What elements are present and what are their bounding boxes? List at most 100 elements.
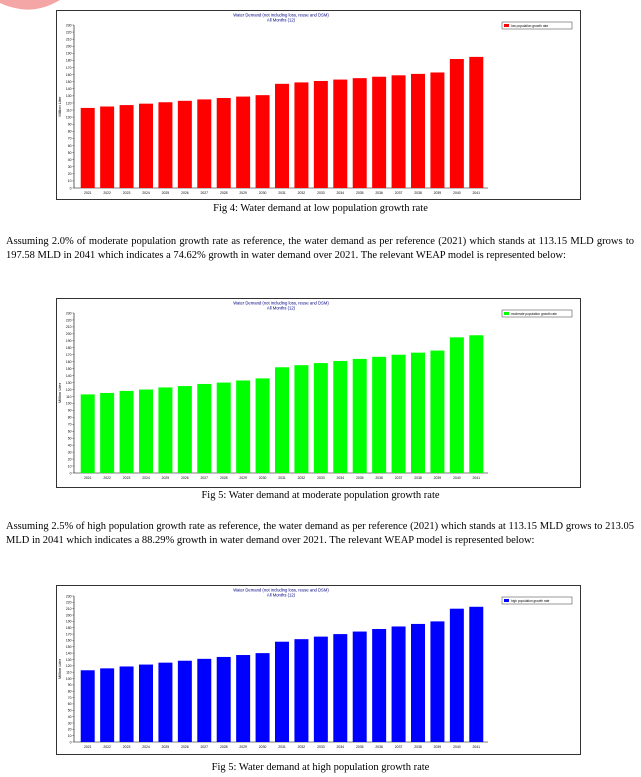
x-tick-label: 2024 — [142, 476, 150, 480]
x-tick-label: 2022 — [103, 476, 111, 480]
y-tick-label: 220 — [66, 601, 72, 605]
y-tick-label: 10 — [68, 464, 72, 468]
x-tick-label: 2027 — [201, 191, 209, 195]
y-tick-label: 170 — [66, 353, 72, 357]
bar-2024 — [139, 664, 153, 742]
paragraph-high: Assuming 2.5% of high population growth … — [6, 521, 634, 546]
bar-2032 — [294, 639, 309, 742]
x-tick-label: 2028 — [220, 191, 228, 195]
x-tick-label: 2023 — [123, 476, 131, 480]
y-tick-label: 60 — [68, 430, 72, 434]
chart-high-growth: Water Demand (not including loss, reuse … — [56, 585, 581, 755]
y-tick-label: 210 — [66, 325, 72, 329]
bar-2023 — [119, 666, 134, 742]
paragraph-moderate: Assuming 2.0% of moderate population gro… — [6, 236, 634, 261]
bar-2033 — [313, 80, 328, 188]
y-tick-label: 190 — [66, 339, 72, 343]
bar-2029 — [236, 380, 251, 473]
y-tick-label: 180 — [66, 346, 72, 350]
x-tick-label: 2024 — [142, 191, 150, 195]
bar-2037 — [391, 626, 406, 742]
y-tick-label: 50 — [68, 709, 72, 713]
bar-2030 — [255, 378, 270, 473]
x-tick-label: 2030 — [259, 476, 267, 480]
y-tick-label: 120 — [66, 664, 72, 668]
bar-2027 — [197, 99, 212, 188]
x-tick-label: 2035 — [356, 476, 364, 480]
y-tick-label: 230 — [66, 594, 72, 598]
bar-2022 — [100, 668, 115, 742]
y-tick-label: 210 — [66, 607, 72, 611]
y-tick-label: 70 — [68, 137, 72, 141]
bar-2029 — [236, 655, 251, 742]
legend — [501, 309, 573, 318]
bar-2024 — [139, 389, 153, 473]
bar-2025 — [158, 387, 173, 473]
legend-label: moderate population growth rate — [511, 312, 557, 316]
x-tick-label: 2032 — [298, 476, 306, 480]
y-tick-label: 20 — [68, 728, 72, 732]
bar-2038 — [411, 352, 425, 473]
x-tick-label: 2024 — [142, 745, 150, 749]
y-tick-label: 10 — [68, 734, 72, 738]
x-tick-label: 2025 — [162, 745, 170, 749]
x-tick-label: 2039 — [434, 745, 442, 749]
figure-caption-low: Fig 4: Water demand at low population gr… — [213, 203, 428, 214]
corner-mark — [0, 0, 60, 10]
y-axis-label: Million Liter — [57, 382, 62, 403]
y-tick-label: 110 — [66, 395, 72, 399]
x-tick-label: 2038 — [414, 476, 422, 480]
chart-title: Water Demand (not including loss, reuse … — [233, 13, 329, 18]
y-tick-label: 50 — [68, 437, 72, 441]
bar-2028 — [216, 97, 231, 188]
x-tick-label: 2023 — [123, 191, 131, 195]
bar-2021 — [80, 670, 95, 742]
chart-subtitle: All Months (12) — [267, 306, 296, 311]
y-tick-label: 120 — [66, 101, 72, 105]
y-axis-label: Million Liter — [57, 96, 62, 117]
x-tick-label: 2032 — [298, 745, 306, 749]
y-tick-label: 220 — [66, 30, 72, 34]
y-tick-label: 130 — [66, 94, 72, 98]
x-tick-label: 2041 — [473, 745, 481, 749]
y-tick-label: 40 — [68, 443, 72, 447]
x-tick-label: 2038 — [414, 191, 422, 195]
y-tick-label: 30 — [68, 721, 72, 725]
y-tick-label: 40 — [68, 715, 72, 719]
y-tick-label: 150 — [66, 645, 72, 649]
bar-2033 — [313, 363, 328, 473]
y-tick-label: 190 — [66, 52, 72, 56]
bar-2035 — [352, 631, 367, 742]
x-tick-label: 2035 — [356, 191, 364, 195]
bar-2040 — [449, 337, 464, 473]
legend — [501, 596, 573, 605]
bar-2034 — [333, 634, 348, 742]
bar-2039 — [430, 621, 445, 742]
y-tick-label: 210 — [66, 37, 72, 41]
bar-2027 — [197, 383, 212, 473]
bar-2028 — [216, 382, 231, 473]
y-tick-label: 80 — [68, 690, 72, 694]
bar-2035 — [352, 78, 367, 188]
chart-subtitle: All Months (12) — [267, 18, 296, 23]
x-tick-label: 2031 — [278, 476, 286, 480]
x-tick-label: 2028 — [220, 745, 228, 749]
y-tick-label: 120 — [66, 388, 72, 392]
x-tick-label: 2041 — [473, 191, 481, 195]
x-tick-label: 2034 — [337, 745, 345, 749]
x-tick-label: 2032 — [298, 191, 306, 195]
x-tick-label: 2034 — [337, 191, 345, 195]
y-tick-label: 60 — [68, 702, 72, 706]
bar-2041 — [469, 56, 484, 189]
y-tick-label: 220 — [66, 318, 72, 322]
figure-caption-high: Fig 5: Water demand at high population g… — [211, 762, 430, 773]
bar-2026 — [177, 100, 192, 188]
bar-2037 — [391, 75, 406, 188]
y-tick-label: 90 — [68, 409, 72, 413]
y-tick-label: 130 — [66, 658, 72, 662]
y-tick-label: 100 — [66, 115, 72, 119]
y-tick-label: 180 — [66, 626, 72, 630]
x-tick-label: 2029 — [239, 476, 247, 480]
bar-2036 — [372, 629, 387, 742]
legend-swatch — [504, 599, 509, 602]
